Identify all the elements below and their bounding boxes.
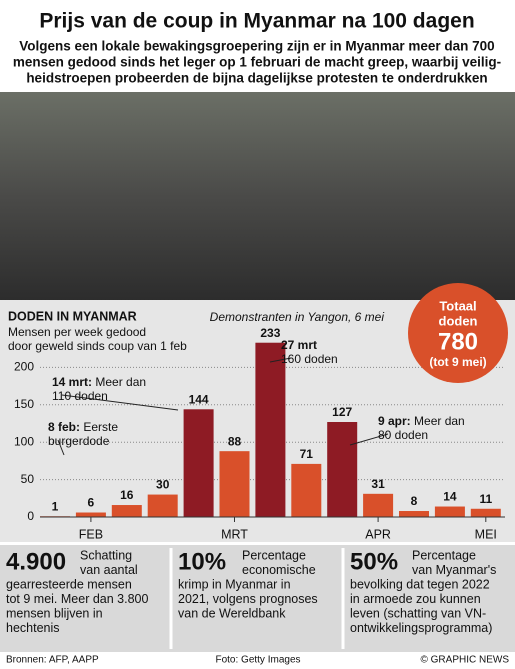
photo-caption: Demonstranten in Yangon, 6 mei bbox=[210, 310, 385, 324]
bar bbox=[399, 511, 429, 517]
stat-text: krimp in Myanmar in bbox=[178, 577, 291, 591]
bar bbox=[291, 463, 322, 517]
bar bbox=[147, 494, 178, 517]
chart-subtitle-line: door geweld sinds coup van 1 feb bbox=[8, 339, 187, 353]
value-label: 6 bbox=[88, 496, 95, 510]
stat-text: Percentage bbox=[412, 548, 476, 562]
stat-figure: 4.900 bbox=[6, 548, 66, 575]
value-label: 16 bbox=[120, 488, 134, 502]
stat-text: mensen blijven in bbox=[6, 606, 103, 620]
stat-text: van de Wereldbank bbox=[178, 606, 286, 620]
value-label: 31 bbox=[371, 477, 385, 491]
bar bbox=[111, 505, 142, 517]
bar bbox=[219, 451, 250, 517]
stat-text: ontwikkelingsprogramma) bbox=[350, 621, 492, 635]
total-note: (tot 9 mei) bbox=[429, 355, 486, 369]
annotation-line: burgerdode bbox=[48, 434, 110, 448]
photo bbox=[0, 92, 515, 302]
x-tick-label: MEI bbox=[475, 527, 497, 541]
y-tick-label: 100 bbox=[14, 434, 34, 448]
stat-text: 2021, volgens prognoses bbox=[178, 592, 318, 606]
value-label: 1 bbox=[52, 499, 59, 513]
sources: Bronnen: AFP, AAPP bbox=[6, 655, 99, 666]
x-tick-label: MRT bbox=[221, 527, 248, 541]
bar bbox=[255, 342, 286, 517]
bar bbox=[75, 512, 106, 517]
annotation-date: 8 feb: bbox=[48, 420, 80, 434]
annotation-text: 8 feb: Eerste bbox=[48, 420, 118, 434]
chart-title: DODEN IN MYANMAR bbox=[8, 309, 137, 323]
annotation-line: 110 doden bbox=[52, 389, 108, 403]
stat-text: tot 9 mei. Meer dan 3.800 bbox=[6, 592, 148, 606]
value-label: 8 bbox=[411, 494, 418, 508]
bar bbox=[327, 422, 358, 517]
annotation-line: Eerste bbox=[80, 420, 118, 434]
x-tick-label: APR bbox=[365, 527, 391, 541]
bar bbox=[183, 409, 214, 517]
total-circle bbox=[408, 283, 508, 383]
stats-background bbox=[0, 545, 515, 652]
annotation-line: Meer dan bbox=[92, 375, 146, 389]
y-tick-label: 150 bbox=[14, 397, 34, 411]
annotation-text: 27 mrt bbox=[281, 338, 317, 352]
stat-text: gearresteerde mensen bbox=[6, 577, 132, 591]
value-label: 30 bbox=[156, 478, 170, 492]
annotation-date: 9 apr: bbox=[378, 414, 411, 428]
annotation-text: 9 apr: Meer dan bbox=[378, 414, 465, 428]
y-tick-label: 200 bbox=[14, 360, 34, 374]
stat-text: in armoede zou kunnen bbox=[350, 592, 481, 606]
value-label: 127 bbox=[332, 405, 352, 419]
subtitle-line: Volgens een lokale bewakingsgroepering z… bbox=[19, 39, 494, 54]
value-label: 71 bbox=[300, 447, 314, 461]
x-tick-label: FEB bbox=[79, 527, 103, 541]
annotation-line: 160 doden bbox=[281, 352, 338, 366]
stat-text: Schatting bbox=[80, 548, 132, 562]
stat-text: leven (schatting van VN- bbox=[350, 606, 486, 620]
annotation-leader bbox=[61, 394, 179, 411]
stat-text: van aantal bbox=[80, 563, 138, 577]
stat-text: economische bbox=[242, 563, 316, 577]
annotation-date: 14 mrt: bbox=[52, 375, 92, 389]
total-value: 780 bbox=[438, 328, 478, 355]
stat-figure: 50% bbox=[350, 548, 398, 575]
photo-credit: Foto: Getty Images bbox=[215, 655, 300, 666]
stat-figure: 10% bbox=[178, 548, 226, 575]
title: Prijs van de coup in Myanmar na 100 dage… bbox=[39, 10, 474, 33]
stat-text: Percentage bbox=[242, 548, 306, 562]
value-label: 233 bbox=[260, 326, 280, 340]
stat-text: bevolking dat tegen 2022 bbox=[350, 577, 490, 591]
y-tick-label: 0 bbox=[27, 509, 34, 523]
copyright: © GRAPHIC NEWS bbox=[421, 655, 510, 666]
annotation-line: Meer dan bbox=[411, 414, 465, 428]
total-label: doden bbox=[439, 313, 478, 328]
annotation-date: 27 mrt bbox=[281, 338, 317, 352]
value-label: 144 bbox=[189, 392, 209, 406]
annotation-text: 14 mrt: Meer dan bbox=[52, 375, 146, 389]
subtitle-line: mensen gedood sinds het leger op 1 febru… bbox=[13, 55, 501, 70]
value-label: 88 bbox=[228, 434, 242, 448]
y-tick-label: 50 bbox=[21, 472, 35, 486]
subtitle-line: heidstroepen probeerden de bijna dagelij… bbox=[26, 71, 487, 86]
total-label: Totaal bbox=[439, 298, 476, 313]
annotation-leader bbox=[57, 439, 65, 456]
bar bbox=[363, 493, 394, 517]
annotation-leader bbox=[349, 433, 389, 446]
stat-text: hechtenis bbox=[6, 621, 60, 635]
bar bbox=[434, 506, 465, 517]
bar bbox=[470, 508, 501, 517]
chart-subtitle-line: Mensen per week gedood bbox=[8, 325, 146, 339]
annotation-leader bbox=[269, 357, 292, 363]
value-label: 14 bbox=[443, 490, 457, 504]
annotation-line: 80 doden bbox=[378, 428, 428, 442]
stat-text: van Myanmar's bbox=[412, 563, 496, 577]
value-label: 11 bbox=[479, 492, 492, 506]
